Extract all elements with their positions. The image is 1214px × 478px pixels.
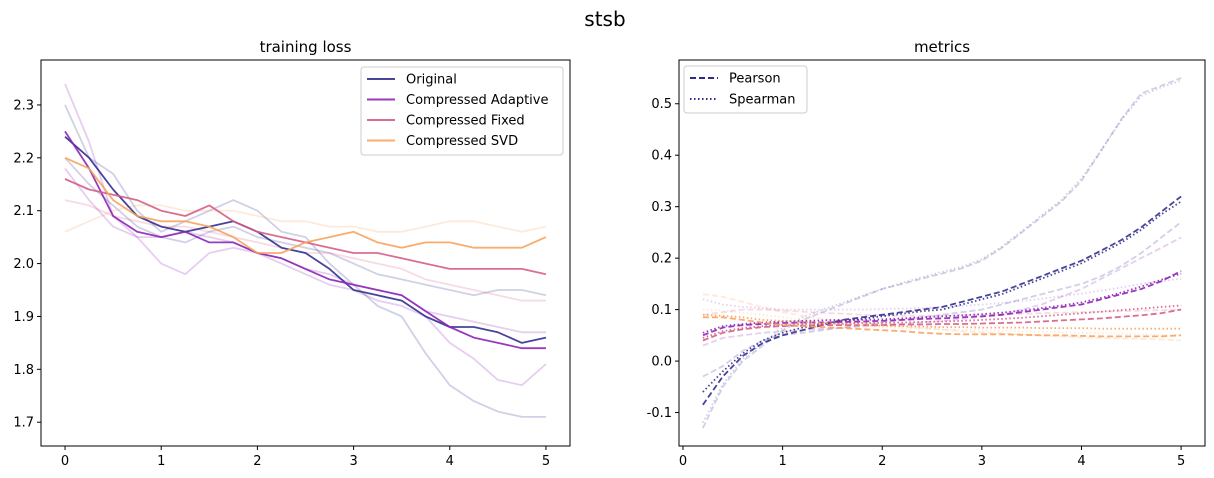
series-line bbox=[64, 130, 546, 350]
plot-area bbox=[702, 77, 1182, 429]
legend-box bbox=[683, 65, 808, 114]
legend-entry: Compressed SVD bbox=[406, 134, 518, 149]
y-tick-label: 0.3 bbox=[651, 200, 672, 215]
faint-run-line bbox=[702, 79, 1182, 424]
x-tick-label: 3 bbox=[978, 454, 986, 469]
legend-entry: Spearman bbox=[729, 93, 795, 108]
faint-run-line bbox=[702, 308, 1182, 337]
y-tick-label: 0.4 bbox=[651, 149, 672, 164]
axes-frame bbox=[40, 59, 571, 447]
y-tick-label: 2.1 bbox=[13, 204, 34, 219]
y-tick-label: 1.9 bbox=[13, 310, 34, 325]
faint-run-line bbox=[702, 77, 1182, 429]
y-tick-label: 0.5 bbox=[651, 97, 672, 112]
x-tick-label: 1 bbox=[157, 454, 165, 469]
legend-entry: Compressed Fixed bbox=[406, 114, 525, 129]
y-tick-label: 2.0 bbox=[13, 257, 34, 272]
y-tick-label: 0.0 bbox=[651, 355, 672, 370]
y-tick-label: 1.7 bbox=[13, 416, 34, 431]
series-line bbox=[702, 308, 1182, 342]
metrics-chart: metrics 0 1 2 3 4 5 -0.1 0.0 0.1 0.2 0.3 0.4 0.5 Pears… bbox=[647, 38, 1206, 469]
series-line bbox=[702, 316, 1182, 338]
axes-frame bbox=[678, 59, 1206, 447]
x-tick-label: 0 bbox=[61, 454, 69, 469]
x-tick-label: 4 bbox=[1077, 454, 1085, 469]
series-line bbox=[702, 200, 1182, 393]
faint-run-line bbox=[702, 221, 1182, 378]
y-tick-label: 2.2 bbox=[13, 151, 34, 166]
training-loss-chart: training loss 0 1 2 3 4 5 1.7 1.8 1.9 2.0 2.1 2.2 2.3… bbox=[13, 38, 571, 469]
faint-run-line bbox=[64, 167, 546, 334]
series-line bbox=[64, 156, 547, 254]
y-tick-label: 1.8 bbox=[13, 363, 34, 378]
faint-run-line bbox=[64, 204, 547, 233]
faint-run-line bbox=[702, 236, 1182, 347]
x-tick-label: 2 bbox=[253, 454, 261, 469]
series-line bbox=[702, 195, 1182, 406]
y-tick-label: -0.1 bbox=[647, 406, 672, 421]
x-tick-label: 5 bbox=[1177, 454, 1185, 469]
y-tick-label: 2.3 bbox=[13, 98, 34, 113]
x-tick-label: 4 bbox=[446, 454, 454, 469]
x-tick-label: 1 bbox=[778, 454, 786, 469]
figure-title: stsb bbox=[584, 7, 625, 31]
faint-run-line bbox=[64, 157, 547, 297]
legend: Pearson Spearman bbox=[683, 65, 808, 114]
legend-entry: Original bbox=[406, 73, 457, 88]
plot-area bbox=[64, 83, 547, 418]
y-tick-label: 0.2 bbox=[651, 252, 672, 267]
x-tick-label: 0 bbox=[679, 454, 687, 469]
chart-title: metrics bbox=[914, 38, 970, 56]
series-line bbox=[64, 136, 547, 344]
y-tick-label: 0.1 bbox=[651, 303, 672, 318]
faint-run-line bbox=[702, 277, 1182, 311]
legend-entry: Compressed Adaptive bbox=[406, 93, 548, 108]
legend: Original Compressed Adaptive Compressed Fi… bbox=[360, 66, 564, 156]
legend-box bbox=[360, 66, 564, 156]
x-tick-label: 2 bbox=[878, 454, 886, 469]
faint-run-line bbox=[702, 293, 1182, 342]
chart-title: training loss bbox=[260, 38, 352, 56]
x-tick-label: 5 bbox=[542, 454, 550, 469]
x-tick-label: 3 bbox=[349, 454, 357, 469]
series-line bbox=[702, 304, 1182, 339]
legend-entry: Pearson bbox=[729, 72, 781, 87]
faint-run-line bbox=[64, 83, 547, 387]
series-line bbox=[702, 270, 1182, 337]
